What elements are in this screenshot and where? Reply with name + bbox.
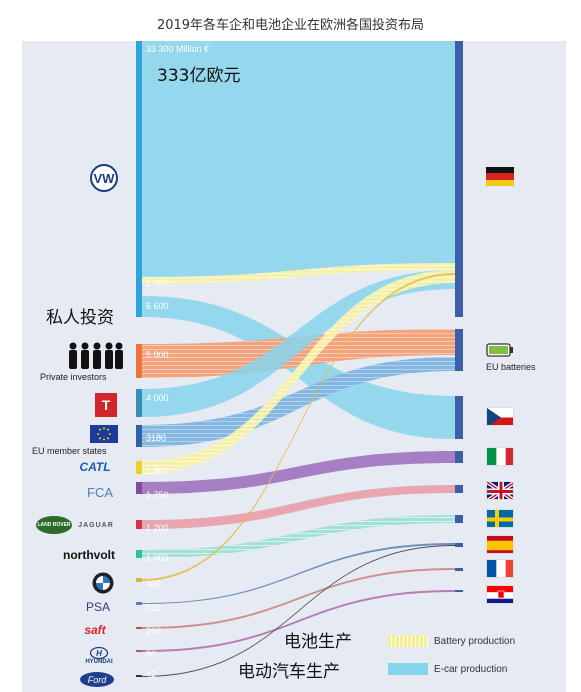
jaguar-logo: JAGUAR [78, 521, 114, 529]
value-label: 42 [146, 669, 156, 679]
value-label: 1 800 [146, 466, 169, 476]
psa-logo: PSA [85, 600, 110, 614]
flow-tesla-to-germany [142, 270, 455, 417]
battery-production-annotation: 电池生产 [284, 632, 352, 652]
vw-logo: VW [89, 163, 119, 193]
legend-ev-label: E-car production [434, 663, 508, 675]
top-value-annotation: 333亿欧元 [157, 66, 241, 86]
tesla-logo: T [95, 393, 117, 417]
target-bar-united-kingdom [455, 485, 463, 493]
germany-flag-icon [486, 167, 514, 186]
land-rover-logo: LAND ROVER [36, 516, 72, 534]
private-investment-annotation: 私人投资 [46, 303, 114, 328]
flow-catl-to-germany [142, 270, 455, 474]
flow-psa-to-spain [142, 543, 455, 604]
flow-saft-to-france [142, 568, 455, 629]
hyundai-logo: H HYUNDAI [85, 647, 113, 665]
target-bar-france [455, 568, 463, 571]
target-bar-eu-batteries [455, 329, 463, 371]
private-investors-label: Private investors [40, 372, 107, 382]
croatia-flag-icon [486, 585, 514, 604]
value-label: 5 000 [146, 350, 169, 360]
source-bar-catl [136, 461, 142, 474]
battery-icon [486, 343, 514, 357]
flow-ford-to-spain [142, 545, 455, 677]
target-bar-germany [455, 41, 463, 317]
source-bar-hyundai [136, 650, 142, 652]
value-label: 6 600 [146, 301, 169, 311]
private-investors-icon [66, 341, 124, 371]
source-bar-land-rover-jaguar [136, 520, 142, 529]
value-label: 80 [146, 649, 156, 659]
flow-eu-member-states-to-eu-batteries [142, 357, 455, 447]
value-label: 332 [146, 603, 161, 613]
flow-hyundai-to-croatia [142, 590, 455, 652]
flow-bmw-to-germany [142, 273, 455, 581]
flow-private-investors-to-eu-batteries [142, 329, 455, 378]
saft-logo: saft [84, 623, 106, 637]
source-bar-fca [136, 482, 142, 494]
target-bar-sweden [455, 515, 463, 523]
value-label: 33 300 Million € [146, 44, 209, 54]
source-bar-saft [136, 627, 142, 629]
source-bar-tesla [136, 389, 142, 417]
target-bar-czechia [455, 396, 463, 439]
value-label: 200 [146, 626, 161, 636]
catl-logo: CATL [79, 460, 111, 474]
fca-logo: FCA [87, 484, 113, 500]
eu-batteries-label: EU batteries [486, 362, 536, 372]
legend-swatch-ev [388, 663, 428, 675]
source-bar-volkswagen [136, 41, 142, 317]
flow-volkswagen-to-germany [142, 263, 455, 284]
value-label: 1 750 [146, 490, 169, 500]
flow-fca-to-italy [142, 451, 455, 494]
source-bar-bmw [136, 578, 142, 582]
eu-member-states-label: EU member states [32, 446, 107, 456]
italy-flag-icon [486, 447, 514, 466]
northvolt-logo: northvolt [63, 548, 115, 562]
flow-land-rover-jaguar-to-united-kingdom [142, 485, 455, 529]
svg-text:H: H [96, 649, 102, 658]
chart-panel: 33 300 Million € 1 000 6 600 5 000 4 000 3180… [22, 41, 566, 692]
value-label: 1 000 [146, 553, 169, 563]
ford-logo: Ford [80, 672, 114, 687]
france-flag-icon [486, 559, 514, 578]
legend-ev: E-car production [388, 663, 507, 675]
value-label: 1 200 [146, 523, 169, 533]
bmw-logo [92, 572, 114, 594]
chart-title: 2019年各车企和电池企业在欧洲各国投资布局 [156, 18, 425, 33]
uk-flag-icon [486, 481, 514, 500]
spain-flag-icon [486, 535, 514, 554]
source-bar-psa [136, 602, 142, 605]
value-label: 1 000 [146, 278, 169, 288]
czechia-flag-icon [486, 407, 514, 426]
legend-battery-label: Battery production [434, 635, 516, 647]
svg-text:VW: VW [94, 171, 116, 186]
target-bar-croatia [455, 590, 463, 592]
value-label: 4 000 [146, 393, 169, 403]
flow-volkswagen-to-germany [142, 41, 455, 277]
ev-production-annotation: 电动汽车生产 [238, 662, 340, 682]
sweden-flag-icon [486, 509, 514, 528]
value-label: 3180 [146, 433, 166, 443]
source-bar-northvolt [136, 550, 142, 558]
source-bar-ford [136, 675, 142, 677]
target-bar-italy [455, 451, 463, 463]
eu-flag-icon [90, 425, 118, 443]
value-label: 400 [146, 579, 161, 589]
source-bar-private-investors [136, 344, 142, 378]
legend-battery: Battery production [388, 635, 515, 647]
legend-swatch-battery [388, 635, 428, 647]
sankey-chart: 33 300 Million € 1 000 6 600 5 000 4 000 3180… [136, 41, 463, 679]
target-bar-spain [455, 543, 463, 547]
source-bar-eu-member-states [136, 425, 142, 447]
